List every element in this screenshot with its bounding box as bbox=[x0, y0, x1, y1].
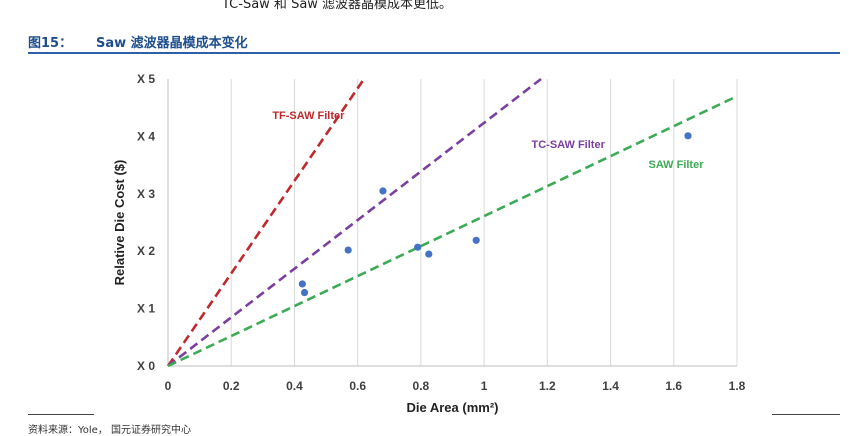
data-point bbox=[472, 236, 480, 244]
data-point bbox=[344, 246, 352, 254]
y-tick-labels: X 0 X 1 X 2 X 3 X 4 X 5 bbox=[137, 72, 155, 373]
data-point bbox=[684, 132, 692, 140]
x-tick-label: 1.2 bbox=[539, 379, 556, 393]
x-tick-label: 1.8 bbox=[729, 379, 746, 393]
trend-line-label: TC-SAW Filter bbox=[532, 139, 606, 151]
x-axis-label: Die Area (mm²) bbox=[407, 400, 499, 415]
data-point bbox=[414, 243, 422, 251]
y-axis-label: Relative Die Cost ($) bbox=[112, 160, 127, 286]
y-tick-label: X 0 bbox=[137, 359, 155, 373]
data-point bbox=[300, 288, 309, 297]
x-tick-label: 0.6 bbox=[349, 379, 366, 393]
x-tick-label: 1.6 bbox=[665, 379, 682, 393]
trend-line-label: SAW Filter bbox=[648, 159, 704, 171]
x-tick-label: 0.2 bbox=[223, 379, 240, 393]
figure-number: 图15： bbox=[28, 36, 73, 51]
x-tick-label: 0 bbox=[165, 379, 172, 393]
y-tick-label: X 2 bbox=[137, 244, 155, 258]
x-tick-label: 1 bbox=[481, 379, 488, 393]
y-tick-label: X 1 bbox=[137, 302, 155, 316]
source-note: 资料来源：Yole， 国元证券研究中心 bbox=[28, 425, 192, 436]
x-tick-label: 0.8 bbox=[413, 379, 430, 393]
trend-line bbox=[166, 78, 366, 367]
footer-rule-left bbox=[28, 414, 94, 415]
trend-line bbox=[167, 77, 542, 368]
y-tick-label: X 4 bbox=[137, 129, 155, 143]
trend-lines bbox=[166, 77, 738, 368]
gridlines bbox=[230, 79, 738, 366]
trend-line bbox=[167, 95, 738, 368]
data-points bbox=[298, 132, 692, 297]
axes bbox=[167, 79, 737, 367]
figure-title: Saw 滤波器晶模成本变化 bbox=[96, 36, 248, 51]
figure-caption: 图15： Saw 滤波器晶模成本变化 bbox=[28, 32, 248, 51]
x-tick-label: 0.4 bbox=[286, 379, 303, 393]
y-tick-label: X 3 bbox=[137, 187, 155, 201]
intro-text: TC-Saw 和 Saw 滤波器晶模成本更低。 bbox=[222, 0, 453, 12]
caption-divider bbox=[28, 52, 840, 54]
footer-rule-right bbox=[772, 414, 840, 415]
data-point bbox=[425, 250, 433, 258]
data-point bbox=[379, 187, 387, 195]
x-tick-labels: 0 0.2 0.4 0.6 0.8 1 1.2 1.4 1.6 1.8 bbox=[165, 379, 746, 393]
trend-line-labels: TF-SAW Filter TC-SAW Filter SAW Filter bbox=[272, 110, 704, 171]
trend-line-label: TF-SAW Filter bbox=[272, 110, 345, 122]
y-tick-label: X 5 bbox=[137, 72, 155, 86]
data-point bbox=[298, 280, 306, 288]
x-tick-label: 1.4 bbox=[602, 379, 619, 393]
